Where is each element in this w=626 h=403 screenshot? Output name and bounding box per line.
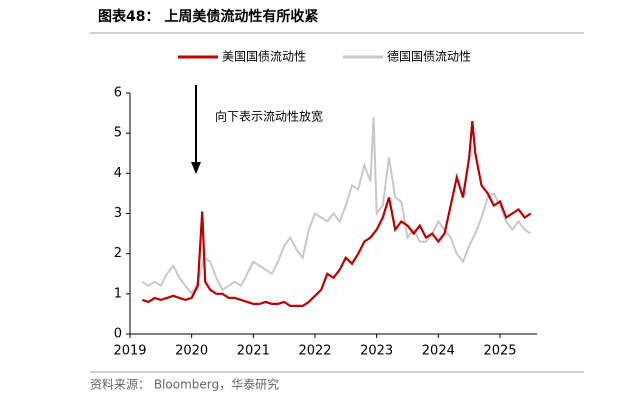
y-tick-label: 2 (114, 246, 122, 261)
series-line (141, 117, 532, 296)
source: 资料来源： Bloomberg，华泰研究 (90, 377, 279, 392)
x-tick-label: 2019 (113, 344, 146, 359)
x-tick-label: 2020 (175, 344, 208, 359)
chart-title: 图表48： 上周美债流动性有所收紧 (98, 8, 318, 25)
y-tick-label: 0 (114, 327, 122, 342)
x-tick-label: 2024 (422, 344, 455, 359)
arrow-head (191, 162, 201, 174)
x-tick-label: 2021 (237, 344, 270, 359)
y-tick-label: 4 (114, 166, 122, 181)
legend-label: 德国国债流动性 (387, 49, 471, 64)
x-tick-label: 2022 (298, 344, 331, 359)
x-tick-label: 2025 (483, 344, 516, 359)
legend-label: 美国国债流动性 (222, 50, 306, 64)
x-tick-label: 2023 (360, 344, 393, 359)
series-line (141, 120, 532, 307)
y-tick-label: 3 (114, 206, 122, 221)
y-tick-label: 5 (114, 126, 122, 141)
y-tick-label: 1 (114, 286, 122, 301)
annotation: 向下表示流动性放宽 (215, 109, 323, 124)
y-tick-label: 6 (114, 86, 122, 101)
